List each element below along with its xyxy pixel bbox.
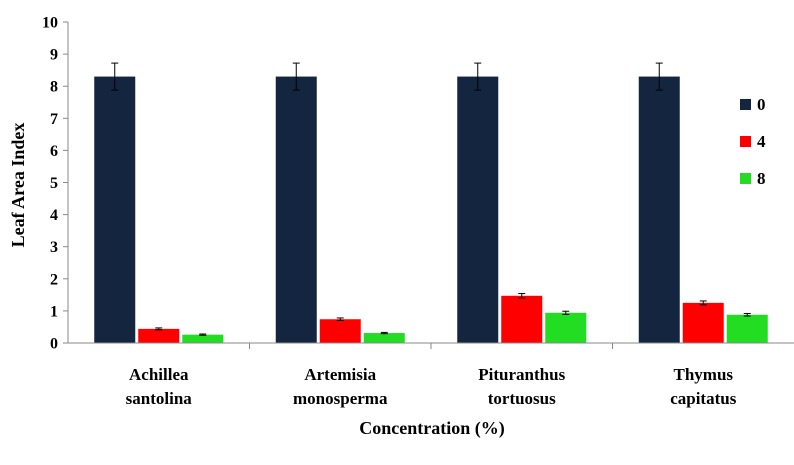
- x-category-label: Achillea: [129, 365, 189, 384]
- y-tick-label: 10: [42, 15, 58, 32]
- y-tick-label: 5: [50, 175, 58, 192]
- y-tick-label: 8: [50, 79, 58, 96]
- x-axis-title: Concentration (%): [359, 418, 504, 439]
- legend-swatch-4: [740, 136, 751, 147]
- y-tick-label: 2: [50, 271, 58, 288]
- bar-series-0-cat-0: [94, 76, 136, 343]
- x-axis-categories: Achillea santolina Artemisia monosperma Pitu…: [126, 343, 737, 408]
- x-category-label: Artemisia: [304, 365, 376, 384]
- y-tick-label: 3: [50, 239, 58, 256]
- legend-swatch-8: [740, 173, 751, 184]
- x-category-label: Pituranthus: [478, 365, 565, 384]
- bar-series-4-cat-2: [501, 295, 543, 343]
- y-axis-ticks: 0 1 2 3 4 5 6 7 8 9 10: [42, 15, 68, 353]
- legend: 0 4 8: [740, 95, 766, 188]
- bars: [94, 76, 768, 343]
- bar-series-4-cat-0: [138, 328, 180, 343]
- bar-series-8-cat-0: [182, 334, 224, 343]
- bar-series-8-cat-1: [363, 333, 405, 343]
- x-category-label: Thymus: [673, 365, 733, 384]
- error-bars: [111, 62, 751, 336]
- bar-series-0-cat-3: [638, 76, 680, 343]
- bar-series-0-cat-2: [457, 76, 499, 343]
- y-axis-title: Leaf Area Index: [8, 123, 28, 248]
- y-tick-label: 6: [50, 143, 58, 160]
- bar-series-4-cat-1: [319, 319, 361, 343]
- bar-series-4-cat-3: [682, 302, 724, 343]
- x-category-label: monosperma: [293, 389, 388, 408]
- y-tick-label: 4: [50, 207, 58, 224]
- y-tick-label: 9: [50, 47, 58, 64]
- legend-label-0: 0: [757, 95, 766, 114]
- bar-series-8-cat-3: [726, 314, 768, 343]
- bar-series-0-cat-1: [275, 76, 317, 343]
- y-tick-label: 7: [50, 111, 58, 128]
- legend-swatch-0: [740, 99, 751, 110]
- x-category-label: capitatus: [670, 389, 737, 408]
- x-category-label: tortuosus: [488, 389, 556, 408]
- y-tick-label: 1: [50, 303, 58, 320]
- legend-label-4: 4: [757, 132, 766, 151]
- x-category-label: santolina: [126, 389, 193, 408]
- legend-label-8: 8: [757, 169, 766, 188]
- y-tick-label: 0: [50, 336, 58, 353]
- bar-series-8-cat-2: [545, 312, 587, 343]
